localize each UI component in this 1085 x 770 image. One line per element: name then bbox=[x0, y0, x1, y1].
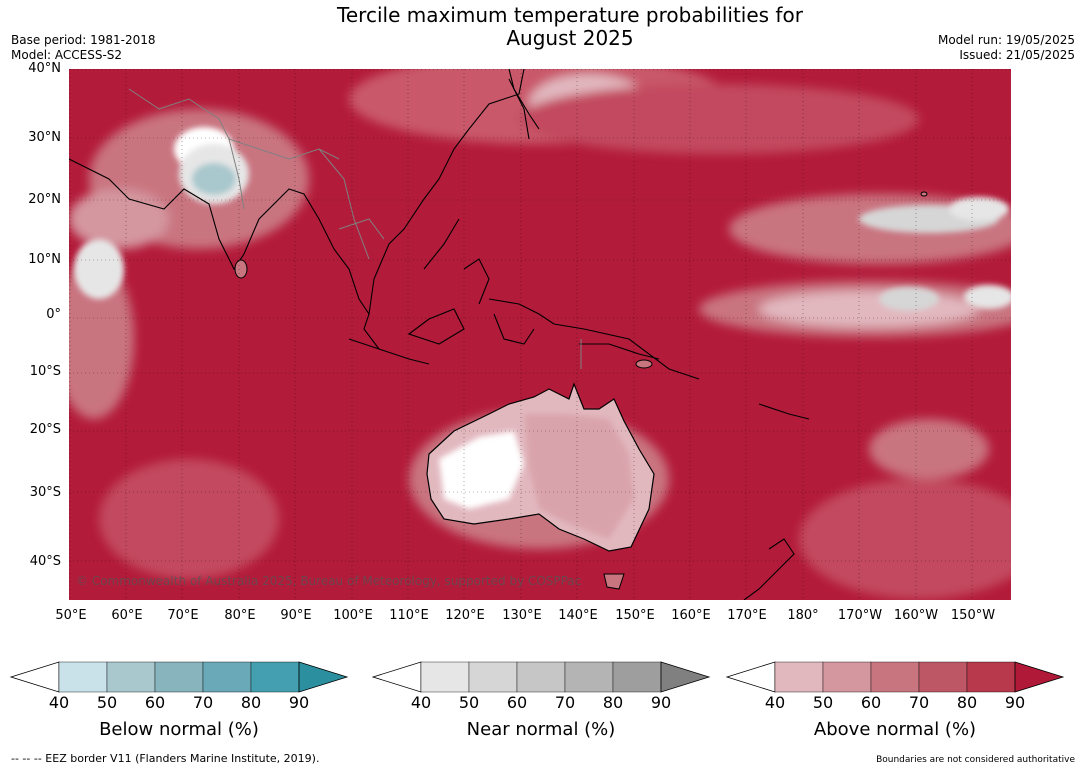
colorbar-tick: 50 bbox=[96, 693, 118, 712]
colorbar-tick: 50 bbox=[458, 693, 480, 712]
lat-label: 40°N bbox=[28, 61, 61, 76]
meta-right: Model run: 19/05/2025 Issued: 21/05/2025 bbox=[938, 33, 1075, 63]
lon-label: 180° bbox=[787, 608, 819, 623]
lon-label: 130°E bbox=[502, 608, 542, 623]
colorbar-tick: 60 bbox=[506, 693, 528, 712]
lon-label: 80°E bbox=[224, 608, 256, 623]
colorbar-extend-low bbox=[372, 661, 422, 693]
colorbar-tick: 60 bbox=[860, 693, 882, 712]
colorbar-segment bbox=[106, 661, 156, 693]
title-line-2: August 2025 bbox=[506, 26, 634, 50]
lon-label: 120°E bbox=[445, 608, 485, 623]
lat-label: 10°S bbox=[29, 364, 61, 379]
lon-label: 170°W bbox=[837, 608, 883, 623]
colorbar-segment bbox=[870, 661, 920, 693]
light-patches bbox=[69, 69, 1011, 599]
colorbar-tick: 70 bbox=[554, 693, 576, 712]
title-line-1: Tercile maximum temperature probabilitie… bbox=[337, 3, 803, 27]
colorbar-extend-low bbox=[10, 661, 60, 693]
colorbar-segment bbox=[966, 661, 1016, 693]
colorbar-segment bbox=[516, 661, 566, 693]
lat-label: 10°N bbox=[28, 252, 61, 267]
lon-label: 100°E bbox=[333, 608, 373, 623]
model-run: Model run: 19/05/2025 bbox=[937, 33, 1075, 47]
colorbar-above bbox=[726, 661, 1065, 693]
colorbar-segment bbox=[250, 661, 300, 693]
colorbar-tick: 70 bbox=[908, 693, 930, 712]
colorbar-segment bbox=[420, 661, 470, 693]
colorbar-tick: 80 bbox=[956, 693, 978, 712]
colorbar-segment bbox=[822, 661, 872, 693]
boundaries-note: Boundaries are not considered authoritat… bbox=[876, 755, 1075, 765]
lon-label: 90°E bbox=[280, 608, 312, 623]
issued-date: Issued: 21/05/2025 bbox=[959, 48, 1075, 62]
australia bbox=[426, 382, 655, 590]
colorbar-label-near: Near normal (%) bbox=[466, 719, 616, 740]
colorbar-tick: 90 bbox=[650, 693, 672, 712]
lon-label: 70°E bbox=[167, 608, 199, 623]
colorbar-tick: 90 bbox=[288, 693, 310, 712]
lon-label: 110°E bbox=[389, 608, 429, 623]
borders bbox=[128, 88, 582, 369]
probability-map bbox=[69, 69, 1011, 600]
islands bbox=[234, 191, 928, 369]
colorbar-segment bbox=[202, 661, 252, 693]
graticule bbox=[69, 69, 1011, 600]
model-name: Model: ACCESS-S2 bbox=[11, 48, 123, 62]
lat-label: 30°S bbox=[29, 485, 61, 500]
lon-label: 170°E bbox=[727, 608, 767, 623]
eez-legend: -- -- -- EEZ border V11 (Flanders Marine… bbox=[11, 752, 320, 765]
colorbar-segment bbox=[774, 661, 824, 693]
chart-title: Tercile maximum temperature probabilitie… bbox=[270, 4, 870, 50]
lat-label: 30°N bbox=[28, 130, 61, 145]
colorbar-tick: 40 bbox=[764, 693, 786, 712]
lon-label: 160°W bbox=[893, 608, 939, 623]
meta-left: Base period: 1981-2018 Model: ACCESS-S2 bbox=[11, 33, 156, 63]
base-period: Base period: 1981-2018 bbox=[11, 33, 156, 47]
colorbar-near bbox=[372, 661, 711, 693]
colorbar-extend-high bbox=[660, 661, 711, 693]
colorbar-segment bbox=[468, 661, 518, 693]
lon-label: 60°E bbox=[111, 608, 143, 623]
lat-label: 40°S bbox=[29, 554, 61, 569]
colorbar-tick: 40 bbox=[48, 693, 70, 712]
map-svg bbox=[69, 69, 1011, 600]
colorbar-segment bbox=[612, 661, 662, 693]
lon-label: 150°E bbox=[615, 608, 655, 623]
colorbar-extend-high bbox=[1014, 661, 1065, 693]
lat-label: 20°S bbox=[29, 422, 61, 437]
lon-label: 160°E bbox=[671, 608, 711, 623]
colorbar-extend-low bbox=[726, 661, 776, 693]
colorbar-tick: 80 bbox=[602, 693, 624, 712]
colorbar-tick: 80 bbox=[240, 693, 262, 712]
colorbar-label-above: Above normal (%) bbox=[813, 719, 977, 740]
colorbar-tick: 70 bbox=[192, 693, 214, 712]
blue-patch bbox=[179, 144, 249, 204]
coastlines bbox=[69, 69, 810, 600]
colorbar-segment bbox=[58, 661, 108, 693]
copyright-notice: © Commonwealth of Australia 2025, Bureau… bbox=[76, 574, 582, 588]
colorbar-segment bbox=[154, 661, 204, 693]
colorbar-below bbox=[10, 661, 349, 693]
lon-label: 140°E bbox=[558, 608, 598, 623]
colorbar-tick: 60 bbox=[144, 693, 166, 712]
lat-label: 0° bbox=[46, 307, 61, 322]
colorbar-tick: 40 bbox=[410, 693, 432, 712]
colorbar-extend-high bbox=[298, 661, 349, 693]
lon-label: 50°E bbox=[55, 608, 87, 623]
colorbar-segment bbox=[564, 661, 614, 693]
colorbar-tick: 90 bbox=[1004, 693, 1026, 712]
colorbar-segment bbox=[918, 661, 968, 693]
colorbar-label-below: Below normal (%) bbox=[99, 719, 259, 740]
colorbar-tick: 50 bbox=[812, 693, 834, 712]
lon-label: 150°W bbox=[950, 608, 996, 623]
lat-label: 20°N bbox=[28, 192, 61, 207]
